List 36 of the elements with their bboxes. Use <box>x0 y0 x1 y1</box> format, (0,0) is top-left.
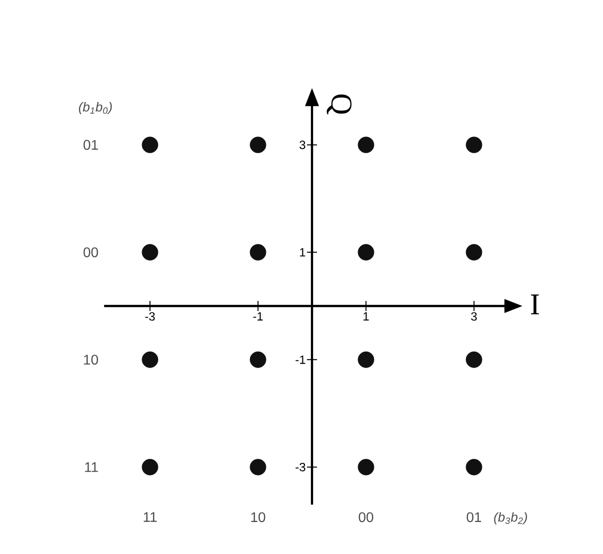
point <box>142 136 158 154</box>
point <box>358 136 374 154</box>
text: 10 <box>84 354 98 365</box>
point <box>466 244 482 260</box>
point <box>250 458 266 476</box>
point <box>466 351 482 368</box>
point <box>358 244 374 260</box>
y-tick-label: -3 <box>296 462 306 472</box>
text: 00 <box>84 247 98 258</box>
point <box>250 244 266 260</box>
x-tick-label: 3 <box>471 312 477 321</box>
x-tick-label: -1 <box>253 312 263 320</box>
x-tick-label: -3 <box>145 312 155 321</box>
point <box>466 136 482 154</box>
y-tick-label: -1 <box>296 356 306 364</box>
x-tick-label: 1 <box>364 312 369 320</box>
point <box>466 458 482 476</box>
text: 01 <box>466 512 482 522</box>
text: 11 <box>85 462 98 472</box>
point <box>250 351 266 368</box>
y-axis-title: Q <box>326 94 352 114</box>
point <box>358 351 374 368</box>
text: 10 <box>251 512 266 522</box>
text: 01 <box>84 140 98 150</box>
text: (b$_{3}$b$_{2}$) <box>494 512 527 524</box>
annotation: (b$_{1}$b$_{0}$) <box>78 102 112 114</box>
x-axis-title: I <box>531 294 539 314</box>
point <box>142 351 158 368</box>
text: 00 <box>358 512 374 522</box>
y-tick-label: 3 <box>300 140 306 150</box>
point <box>250 136 266 154</box>
text: 11 <box>144 512 157 522</box>
point <box>142 244 158 260</box>
point <box>358 458 374 476</box>
y-tick-label: 1 <box>300 248 306 256</box>
point <box>142 458 158 476</box>
